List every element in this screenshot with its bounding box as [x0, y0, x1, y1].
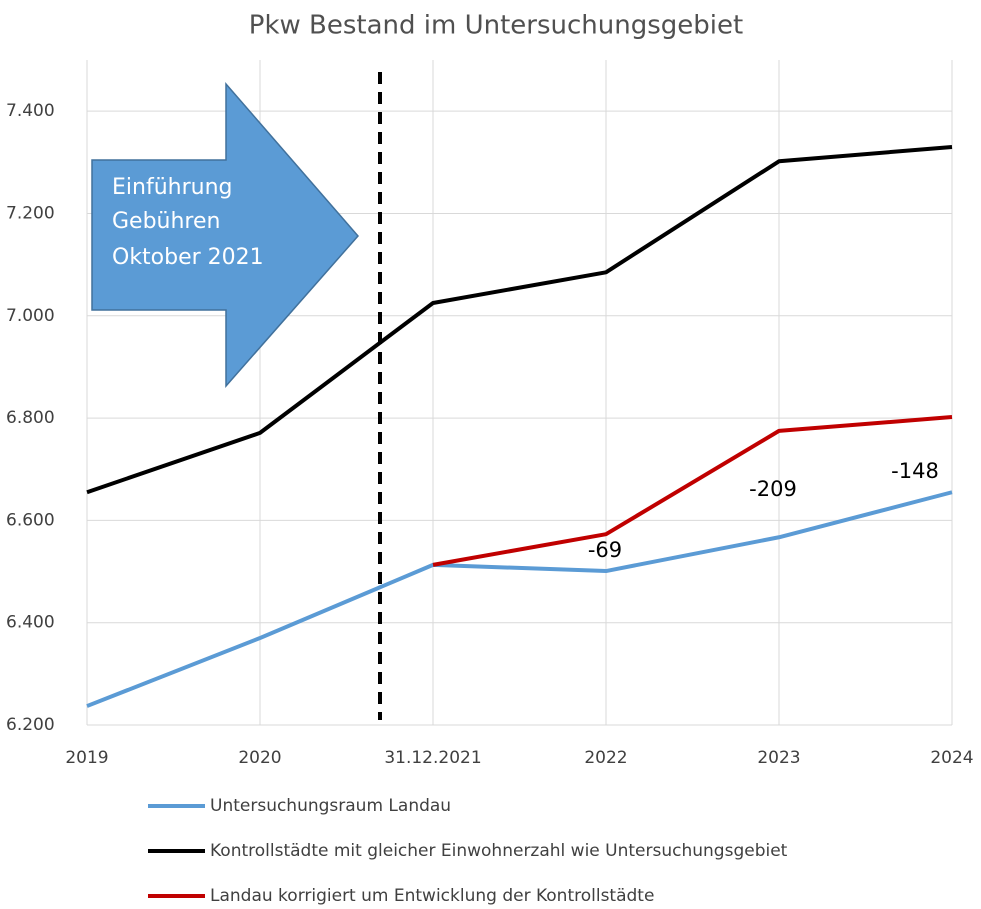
chart-title: Pkw Bestand im Untersuchungsgebiet: [249, 11, 743, 41]
x-tick-label: 2023: [757, 748, 800, 768]
arrow-text: Oktober 2021: [112, 245, 264, 270]
series-line: [432, 415, 953, 567]
y-tick-label: 6.600: [6, 510, 55, 530]
y-tick-label: 7.400: [6, 101, 55, 121]
x-tick-label: 31.12.2021: [384, 748, 481, 768]
legend-label: Kontrollstädte mit gleicher Einwohnerzah…: [210, 841, 788, 861]
y-tick-label: 6.800: [6, 408, 55, 428]
annotation: -148: [891, 459, 939, 483]
x-tick-label: 2024: [930, 748, 973, 768]
annotation: -69: [588, 538, 622, 562]
legend-label: Landau korrigiert um Entwicklung der Kon…: [210, 886, 654, 906]
series-line: [86, 490, 953, 708]
arrow-text: Gebühren: [112, 209, 220, 234]
legend-label: Untersuchungsraum Landau: [210, 796, 451, 816]
x-tick-label: 2020: [238, 748, 281, 768]
arrow-text: Einführung: [112, 175, 232, 200]
x-tick-label: 2019: [65, 748, 108, 768]
x-tick-label: 2022: [584, 748, 627, 768]
y-tick-label: 7.000: [6, 306, 55, 326]
series-line: [86, 144, 953, 495]
arrow-shape: [91, 81, 359, 388]
y-tick-label: 6.400: [6, 613, 55, 633]
y-tick-label: 6.200: [6, 715, 55, 735]
annotation: -209: [749, 477, 797, 501]
y-tick-label: 7.200: [6, 203, 55, 223]
